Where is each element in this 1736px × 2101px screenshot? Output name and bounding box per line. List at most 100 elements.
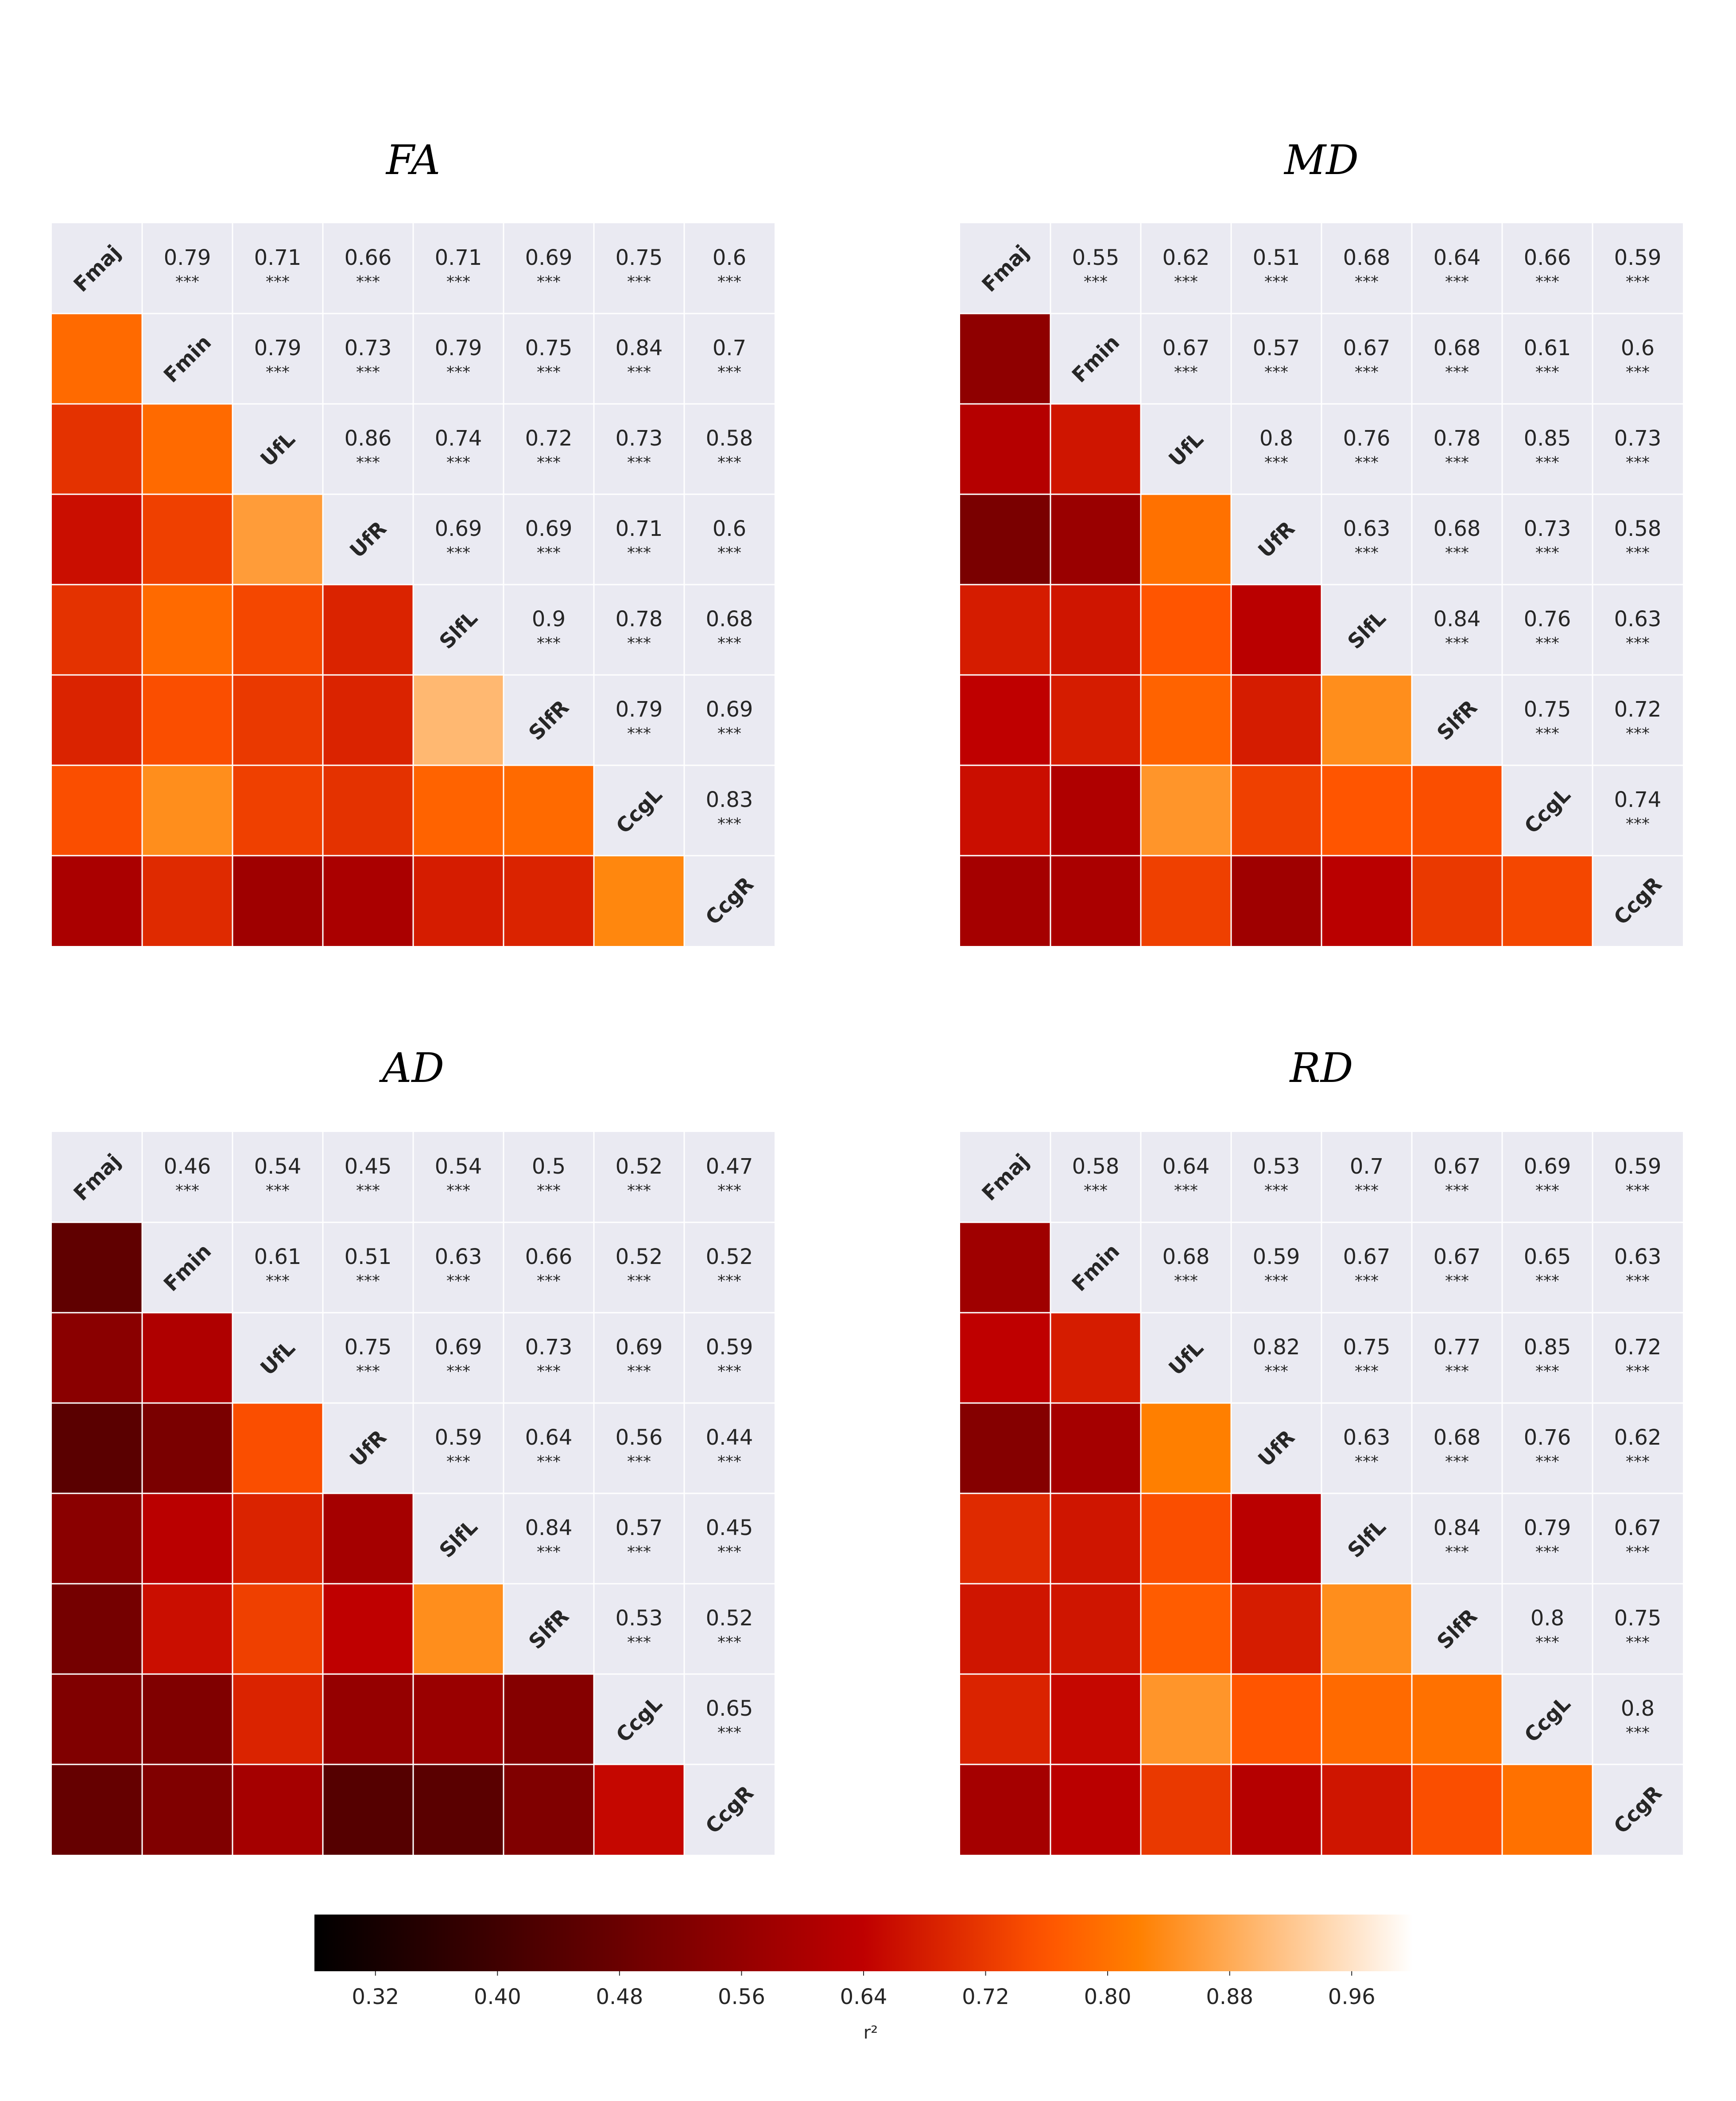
significance-mark: *** [537,1362,561,1380]
cell-value: 0.67 [1162,336,1210,361]
significance-mark: *** [1626,634,1650,652]
significance-mark: *** [1535,544,1559,562]
significance-mark: *** [717,1724,741,1742]
heatmap-cell [960,1493,1050,1584]
cell-value: 0.67 [1614,1516,1662,1540]
heatmap-panel-md: MDFmajFminUfLUfRSlfLSlfRCcgLCcgR0.55***0… [960,136,1683,946]
heatmap-cell [960,1403,1050,1493]
heatmap-cell [1050,765,1141,856]
heatmap-cell [1502,856,1593,946]
heatmap-cell [52,1584,142,1674]
heatmap-cell [1050,1674,1141,1764]
cell-value: 0.66 [345,245,392,270]
significance-mark: *** [627,1362,651,1380]
significance-mark: *** [627,544,651,562]
heatmap-cell [232,1584,323,1674]
significance-mark: *** [266,1182,290,1200]
significance-mark: *** [537,454,561,472]
significance-mark: *** [1626,1362,1650,1380]
cell-value: 0.66 [1524,245,1571,270]
heatmap-cell [232,1674,323,1764]
cell-value: 0.74 [1614,787,1662,812]
heatmap-cell [142,675,232,765]
heatmap-cell [142,1313,232,1403]
heatmap-cell [504,1674,594,1764]
cell-value: 0.63 [1614,607,1662,632]
cell-value: 0.76 [1524,607,1571,632]
cell-value: 0.68 [1434,516,1481,541]
cell-value: 0.75 [1343,1335,1391,1360]
heatmap-cell [1050,494,1141,585]
colorbar-label: r² [864,2023,878,2043]
heatmap-panels: FAFmajFminUfLUfRSlfLSlfRCcgLCcgR0.79***0… [52,136,1683,1855]
cell-value: 0.73 [525,1335,573,1360]
colorbar: 0.32 0.40 0.48 0.56 0.64 0.72 0.80 0.88 0.96 r² [314,1915,1413,2043]
significance-mark: *** [1535,1633,1559,1651]
significance-mark: *** [717,1633,741,1651]
cell-value: 0.71 [254,245,302,270]
significance-mark: *** [1355,454,1379,472]
significance-mark: *** [1626,1543,1650,1561]
cell-value: 0.69 [435,516,482,541]
colorbar-tick-label: 0.72 [962,1985,1009,2009]
cell-value: 0.56 [616,1425,663,1450]
significance-mark: *** [627,634,651,652]
significance-mark: *** [446,1182,470,1200]
significance-mark: *** [1626,1182,1650,1200]
heatmap-cell [1321,1674,1412,1764]
cell-value: 0.85 [1524,1335,1571,1360]
heatmap-cell [1141,1764,1231,1855]
significance-mark: *** [1626,363,1650,381]
significance-mark: *** [627,1543,651,1561]
heatmap-cell [1141,675,1231,765]
cell-value: 0.67 [1434,1154,1481,1179]
heatmap-cell [594,1764,684,1855]
panel-title: RD [1289,1044,1353,1092]
significance-mark: *** [717,273,741,291]
significance-mark: *** [1445,1362,1469,1380]
panel-title: AD [379,1044,444,1092]
heatmap-cell [1231,1674,1321,1764]
heatmap-cell [232,585,323,675]
significance-mark: *** [446,454,470,472]
cell-value: 0.57 [616,1516,663,1540]
cell-value: 0.71 [616,516,663,541]
colorbar-tick-label: 0.96 [1328,1985,1376,2009]
significance-mark: *** [446,1453,470,1471]
heatmap-cell [1321,1764,1412,1855]
cell-value: 0.58 [706,426,753,451]
cell-value: 0.69 [706,697,753,722]
heatmap-cell [142,494,232,585]
cell-value: 0.72 [1614,1335,1662,1360]
cell-value: 0.63 [1614,1244,1662,1269]
heatmap-cell [142,856,232,946]
cell-value: 0.59 [1614,245,1662,270]
significance-mark: *** [1174,1182,1198,1200]
cell-value: 0.79 [1524,1516,1571,1540]
heatmap-cell [1231,856,1321,946]
cell-value: 0.65 [1524,1244,1571,1269]
significance-mark: *** [446,363,470,381]
cell-value: 0.84 [525,1516,573,1540]
heatmap-cell [1141,1674,1231,1764]
colorbar-tick-label: 0.64 [840,1985,887,2009]
heatmap-cell [1412,1674,1502,1764]
heatmap-cell [504,856,594,946]
cell-value: 0.9 [532,607,566,632]
significance-mark: *** [446,1272,470,1290]
cell-value: 0.68 [1434,336,1481,361]
heatmap-cell [960,1674,1050,1764]
cell-value: 0.8 [1259,426,1293,451]
significance-mark: *** [1626,1724,1650,1742]
cell-value: 0.8 [1531,1606,1564,1631]
significance-mark: *** [537,1182,561,1200]
cell-value: 0.7 [1350,1154,1383,1179]
cell-value: 0.62 [1614,1425,1662,1450]
significance-mark: *** [717,815,741,833]
heatmap-cell [1412,1764,1502,1855]
significance-mark: *** [627,1453,651,1471]
significance-mark: *** [266,273,290,291]
heatmap-cell [504,765,594,856]
cell-value: 0.52 [706,1244,753,1269]
significance-mark: *** [356,1362,380,1380]
